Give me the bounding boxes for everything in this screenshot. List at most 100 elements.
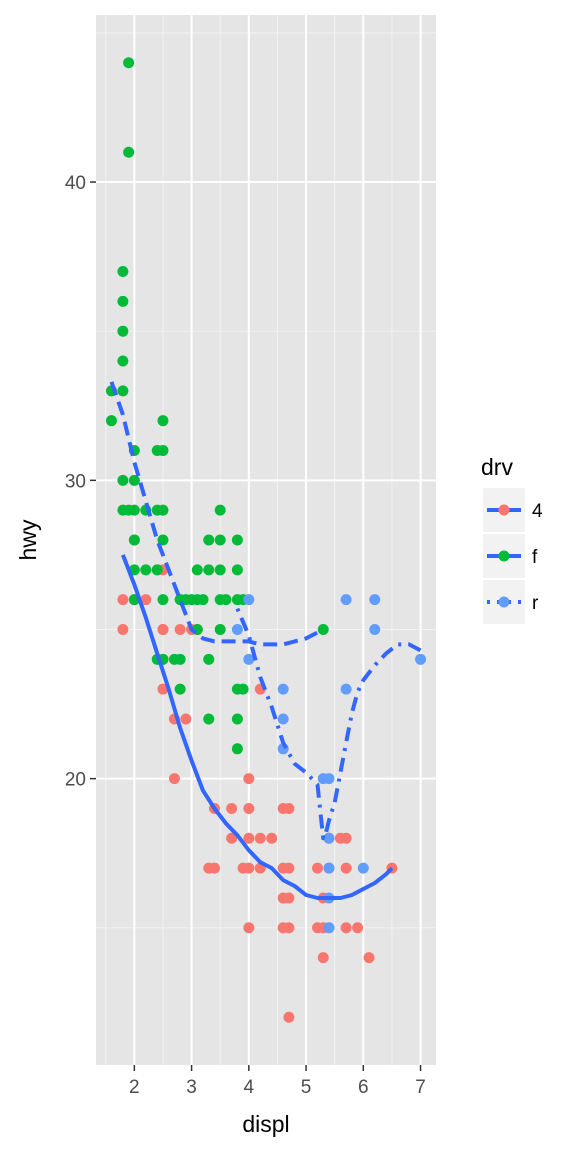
data-point-f (197, 594, 209, 606)
data-point-f (231, 713, 243, 725)
smooth-lines (109, 381, 422, 900)
data-point-f (117, 266, 129, 278)
data-point-r (323, 862, 335, 874)
data-point-r (369, 623, 381, 635)
legend-label-4: 4 (532, 501, 543, 522)
data-point-r (415, 653, 427, 665)
data-point-4 (140, 594, 152, 606)
smooth-line-4 (121, 554, 394, 900)
legend-label-r: r (532, 593, 539, 614)
data-point-4 (340, 832, 352, 844)
data-point-4 (283, 1011, 295, 1023)
smooth-line-f (109, 381, 325, 647)
data-point-r (323, 922, 335, 934)
data-point-f (140, 564, 152, 576)
data-point-4 (283, 802, 295, 814)
data-point-f (214, 504, 226, 516)
data-point-r (277, 683, 289, 695)
data-point-r (243, 594, 255, 606)
data-point-f (123, 57, 135, 69)
x-tick-label: 3 (186, 1077, 197, 1098)
data-point-4 (226, 832, 238, 844)
data-point-4 (340, 922, 352, 934)
data-point-f (231, 534, 243, 546)
data-point-4 (283, 862, 295, 874)
y-tick-label: 40 (65, 173, 86, 194)
data-point-f (117, 474, 129, 486)
data-point-f (191, 564, 203, 576)
data-point-r (340, 594, 352, 606)
data-point-4 (168, 773, 180, 785)
data-point-r (357, 862, 369, 874)
x-tick-label: 4 (244, 1077, 255, 1098)
data-point-f (174, 683, 186, 695)
data-point-f (128, 474, 140, 486)
data-point-f (117, 325, 129, 337)
data-point-f (117, 295, 129, 307)
data-point-4 (266, 832, 278, 844)
data-point-f (157, 445, 169, 457)
x-tick-label: 5 (301, 1077, 312, 1098)
data-point-r (323, 773, 335, 785)
plot-panel (96, 15, 436, 1065)
data-point-f (214, 564, 226, 576)
data-point-f (157, 594, 169, 606)
data-point-r (340, 683, 352, 695)
data-point-f (128, 504, 140, 516)
x-tick-label: 7 (415, 1077, 426, 1098)
panel-background (96, 15, 436, 1065)
data-point-r (277, 713, 289, 725)
data-point-r (369, 594, 381, 606)
data-point-4 (208, 862, 220, 874)
data-point-f (214, 623, 226, 635)
data-point-f (157, 415, 169, 427)
data-point-4 (312, 862, 324, 874)
y-tick-label: 30 (65, 471, 86, 492)
data-point-r (243, 653, 255, 665)
x-tick-label: 6 (358, 1077, 369, 1098)
smooth-line-r (235, 607, 422, 841)
data-point-4 (243, 922, 255, 934)
data-point-f (151, 564, 163, 576)
data-point-f (117, 385, 129, 397)
x-axis: 2 3 4 5 6 7 (129, 1065, 426, 1098)
y-axis-title: hwy (15, 519, 41, 560)
data-point-4 (312, 922, 324, 934)
legend-keys: 4 f r (483, 488, 543, 624)
data-point-f (231, 743, 243, 755)
data-point-f (231, 564, 243, 576)
legend-title: drv (481, 454, 513, 480)
data-point-4 (243, 862, 255, 874)
data-point-4 (226, 802, 238, 814)
legend-key-point-f (498, 550, 510, 562)
data-point-4 (174, 623, 186, 635)
data-point-f (317, 623, 329, 635)
data-point-4 (340, 862, 352, 874)
data-point-4 (243, 773, 255, 785)
data-point-f (203, 653, 215, 665)
data-point-4 (243, 802, 255, 814)
data-point-f (157, 504, 169, 516)
data-point-f (237, 683, 249, 695)
data-point-r (231, 623, 243, 635)
y-tick-label: 20 (65, 770, 86, 791)
data-point-4 (363, 952, 375, 964)
x-axis-title: displ (242, 1111, 289, 1137)
data-point-4 (243, 832, 255, 844)
data-point-f (117, 355, 129, 367)
data-point-4 (283, 892, 295, 904)
y-axis: 20 30 40 (65, 173, 96, 791)
data-point-f (203, 534, 215, 546)
data-point-f (174, 653, 186, 665)
x-tick-label: 2 (129, 1077, 140, 1098)
legend-label-f: f (532, 547, 538, 568)
data-point-4 (117, 623, 129, 635)
data-point-f (105, 415, 117, 427)
data-point-4 (317, 952, 329, 964)
data-point-f (203, 564, 215, 576)
legend-key-point-r (498, 596, 510, 608)
data-point-r (323, 832, 335, 844)
legend: drv 4 f r (481, 454, 543, 624)
data-point-f (203, 713, 215, 725)
